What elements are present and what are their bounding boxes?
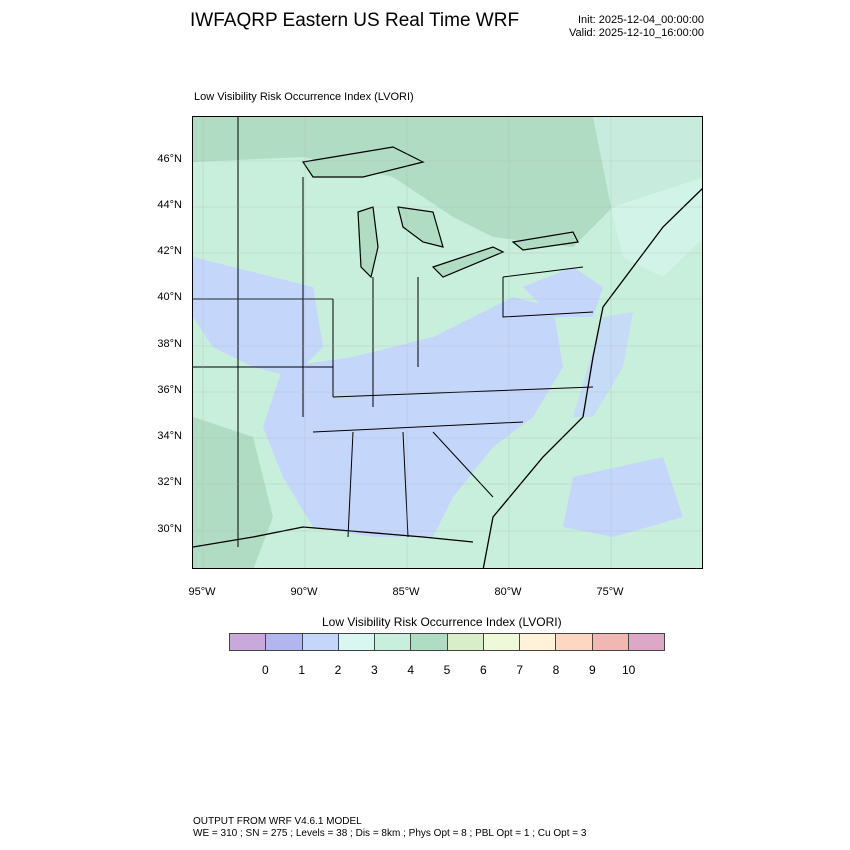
lat-label: 38°N xyxy=(157,338,182,350)
colorbar-title: Low Visibility Risk Occurrence Index (LV… xyxy=(322,615,562,629)
lon-label: 85°W xyxy=(392,586,420,598)
gulf-coastline xyxy=(193,526,474,548)
model-config: WE = 310 ; SN = 275 ; Levels = 38 ; Dis … xyxy=(193,828,587,839)
colorbar-swatch xyxy=(230,634,267,650)
canada-region xyxy=(193,117,702,247)
colorbar-swatch xyxy=(447,634,484,650)
colorbar-swatch xyxy=(338,634,375,650)
lat-label: 32°N xyxy=(157,476,182,488)
colorbar-label: 1 xyxy=(298,663,305,677)
colorbar-swatch xyxy=(628,634,664,650)
low-index-ocean xyxy=(563,457,683,537)
colorbar-label: 6 xyxy=(479,663,487,677)
lon-label: 90°W xyxy=(290,586,318,598)
colorbar-swatch xyxy=(592,634,629,650)
lon-label: 95°W xyxy=(188,586,216,598)
colorbar-swatch xyxy=(483,634,520,650)
colorbar-swatch xyxy=(375,634,412,650)
lat-label: 36°N xyxy=(157,384,182,396)
lon-label: 80°W xyxy=(494,586,522,598)
map-panel xyxy=(192,116,703,569)
colorbar-swatch xyxy=(411,634,448,650)
colorbar-swatch xyxy=(266,634,303,650)
graticule xyxy=(193,117,702,568)
lon-label: 75°W xyxy=(596,586,624,598)
lake-ontario xyxy=(511,231,579,251)
plot-title: IWFAQRP Eastern US Real Time WRF xyxy=(190,10,520,31)
lake-superior xyxy=(301,146,425,178)
field-title: Low Visibility Risk Occurrence Index (LV… xyxy=(194,91,414,103)
colorbar-label: 9 xyxy=(588,663,596,677)
colorbar-label: 4 xyxy=(407,663,414,677)
colorbar-label: 8 xyxy=(552,663,560,677)
time-info: Init: 2025-12-04_00:00:00 Valid: 2025-12… xyxy=(569,14,704,40)
lat-label: 40°N xyxy=(157,291,182,303)
low-index-midwest xyxy=(193,257,323,377)
colorbar-label: 5 xyxy=(443,663,451,677)
init-time: Init: 2025-12-04_00:00:00 xyxy=(578,14,704,26)
lake-huron xyxy=(397,206,444,248)
colorbar-label: 0 xyxy=(261,663,269,677)
colorbar-label: 3 xyxy=(370,663,378,677)
model-info: OUTPUT FROM WRF V4.6.1 MODEL WE = 310 ; … xyxy=(193,816,586,840)
lake-michigan xyxy=(357,206,379,279)
colorbar-label: 2 xyxy=(334,663,342,677)
valid-time: Valid: 2025-12-10_16:00:00 xyxy=(569,27,704,39)
colorbar-label: 10 xyxy=(621,663,636,677)
lat-label: 34°N xyxy=(157,430,182,442)
colorbar xyxy=(229,633,665,651)
map-field xyxy=(193,117,702,568)
northeast-region xyxy=(593,117,702,277)
low-index-midatlantic xyxy=(523,267,603,317)
lat-label: 30°N xyxy=(157,523,182,535)
lake-erie xyxy=(431,246,505,278)
colorbar-swatch xyxy=(520,634,557,650)
colorbar-label: 7 xyxy=(516,663,523,677)
lat-label: 46°N xyxy=(157,153,182,165)
atlantic-coastline xyxy=(482,188,702,568)
low-index-southeast xyxy=(263,297,563,537)
model-version: OUTPUT FROM WRF V4.6.1 MODEL xyxy=(193,816,362,827)
lat-label: 44°N xyxy=(157,199,182,211)
high-index-southwest xyxy=(193,417,273,568)
lat-label: 42°N xyxy=(157,245,182,257)
colorbar-swatch xyxy=(556,634,593,650)
colorbar-swatch xyxy=(302,634,339,650)
